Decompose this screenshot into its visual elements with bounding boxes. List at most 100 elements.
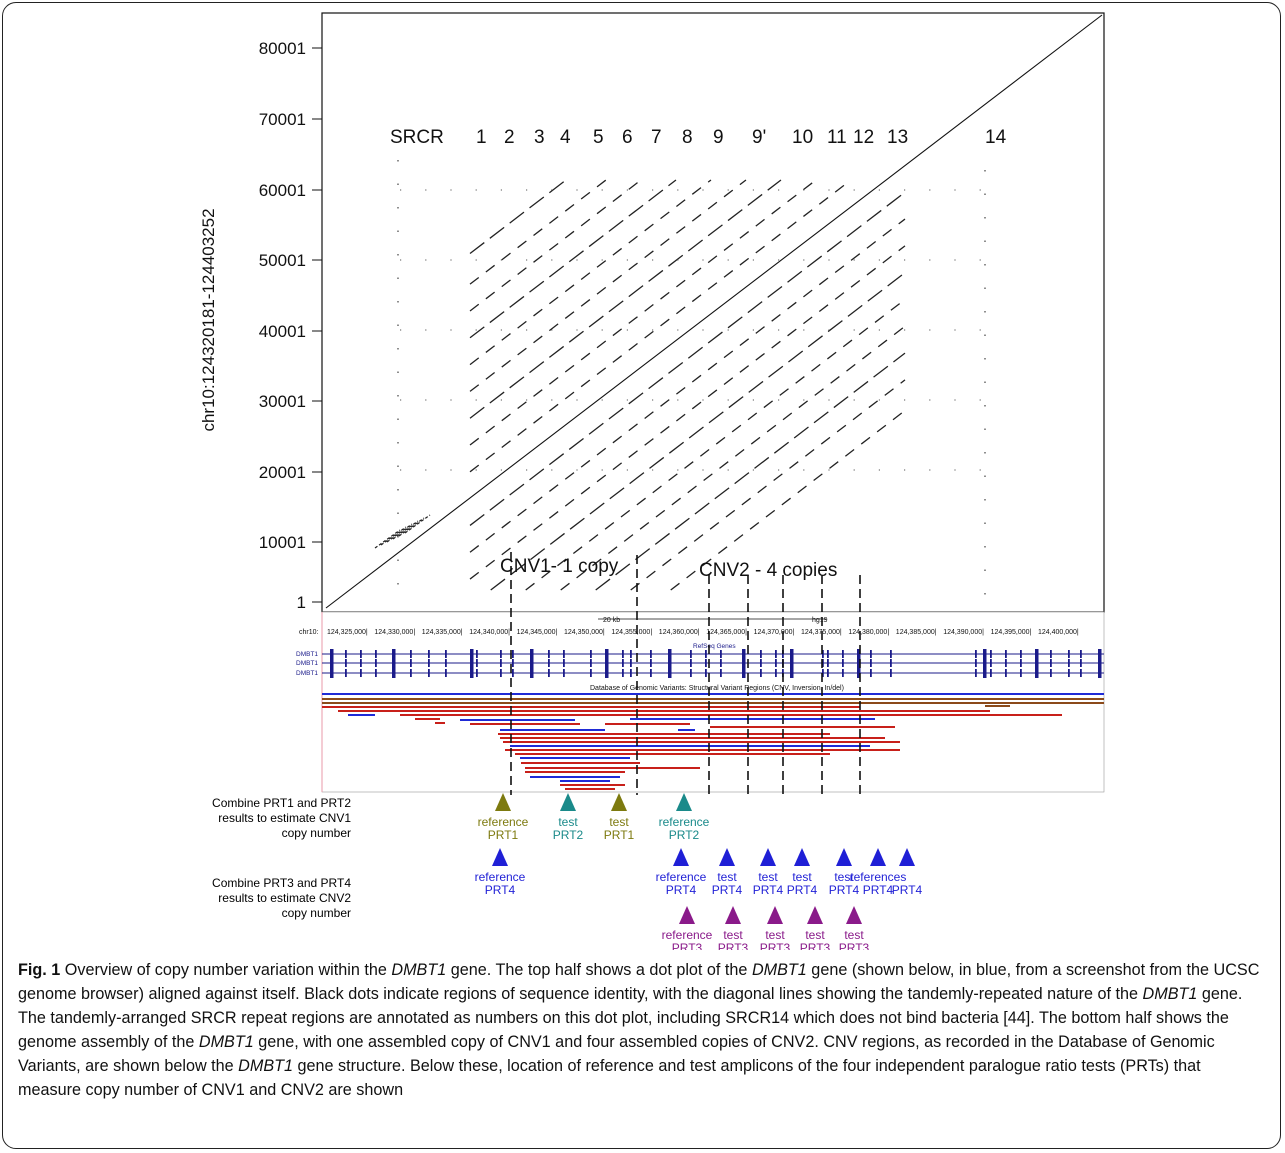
exon-block (563, 650, 565, 658)
exon-block (1020, 669, 1022, 677)
exon-block (1080, 659, 1082, 667)
exon-block (975, 669, 977, 677)
exon-block (1050, 659, 1052, 667)
cluster-dot (374, 529, 401, 549)
prt-marker-label: test (758, 870, 778, 884)
repeat-diagonal (670, 410, 906, 591)
exon-block (512, 669, 514, 677)
exon-block (842, 659, 844, 667)
repeat-diagonal (560, 325, 906, 591)
prt-marker-label: reference (659, 815, 710, 829)
exon-block (690, 669, 692, 677)
exon-block (1098, 658, 1102, 668)
exon-block (1020, 650, 1022, 658)
y-tick-label: 50001 (259, 251, 306, 270)
exon-block (775, 669, 777, 677)
exon-block (410, 659, 412, 667)
exon-block (622, 650, 624, 658)
coord-label: 124,350,000| (564, 629, 605, 636)
figure-graphic: 80001 70001 60001 50001 40001 30001 20001 10001… (199, 12, 1105, 950)
y-tick-label: 1 (297, 593, 306, 612)
prt-marker-label: test (792, 870, 812, 884)
prt-triangle-marker (807, 906, 823, 924)
repeat-diagonal (469, 179, 712, 366)
cluster-dot (398, 517, 425, 537)
cluster-dot (386, 523, 413, 543)
prt-marker-name: PRT4 (712, 883, 743, 897)
cluster-dot (380, 526, 407, 546)
prt-triangle-marker (794, 848, 810, 866)
cnv-dashed-lines (510, 552, 861, 795)
exon-block (1035, 668, 1039, 678)
exon-block (445, 669, 447, 677)
coord-label: 124,355,000| (611, 629, 652, 636)
row1-desc-3: copy number (282, 826, 351, 840)
exon-block (842, 669, 844, 677)
row1-desc-1: Combine PRT1 and PRT2 (212, 796, 351, 810)
repeat-diagonal (469, 179, 677, 339)
srcr-labels: SRCR 1 2 3 4 5 6 7 8 9 9' 10 11 12 13 14 (390, 127, 1007, 148)
exon-block (1020, 659, 1022, 667)
gene-label: DMBT1 (296, 651, 318, 658)
caption-gene-2: DMBT1 (751, 961, 807, 979)
exon-block (630, 669, 632, 677)
coord-label: 124,395,000| (991, 629, 1032, 636)
exon-block (630, 659, 632, 667)
exon-block (690, 650, 692, 658)
coord-label: 124,345,000| (517, 629, 558, 636)
exon-block (345, 669, 347, 677)
srcr-label: 6 (622, 127, 633, 148)
srcr-label: 3 (534, 127, 545, 148)
caption-fig-label: Fig. 1 (18, 961, 61, 979)
exon-block (476, 669, 478, 677)
exon-block (500, 650, 502, 658)
coord-label: 124,335,000| (422, 629, 463, 636)
prt-marker-label: test (834, 870, 854, 884)
repeat-diagonal (469, 245, 906, 580)
exon-block (1068, 650, 1070, 658)
exon-block (360, 669, 362, 677)
exon-block (548, 659, 550, 667)
row2-desc-1: Combine PRT3 and PRT4 (212, 876, 351, 890)
prt-marker-label: test (805, 928, 825, 942)
exon-block (650, 650, 652, 658)
prt-marker-name: PRT4 (863, 883, 894, 897)
exon-block (1005, 650, 1007, 658)
row2-desc-2: results to estimate CNV2 (218, 891, 351, 905)
exon-block (330, 668, 334, 678)
assembly-label: hg19 (812, 617, 828, 624)
prt-triangle-marker (679, 906, 695, 924)
exon-block (857, 658, 861, 668)
exon-block (742, 668, 746, 678)
y-tick-label: 70001 (259, 110, 306, 129)
prt-marker-name: PRT1 (604, 828, 635, 842)
exon-block (470, 658, 474, 668)
repeat-diagonal (469, 179, 747, 392)
coord-label: 124,325,000| (327, 629, 368, 636)
coord-label: 124,400,000| (1038, 629, 1079, 636)
exon-block (857, 649, 861, 659)
exon-block (760, 650, 762, 658)
y-tick-label: 60001 (259, 181, 306, 200)
prt-triangle-marker (676, 793, 692, 811)
prt-marker-label: test (717, 870, 737, 884)
exon-block (1035, 658, 1039, 668)
cnv1-label: CNV1- 1 copy (500, 556, 619, 577)
exon-block (548, 650, 550, 658)
srcr-label: 2 (504, 127, 515, 148)
exon-block (1035, 649, 1039, 659)
srcr-label: 9' (752, 127, 766, 148)
exon-block (1080, 650, 1082, 658)
exon-block (1080, 669, 1082, 677)
srcr-label: 10 (792, 127, 813, 148)
caption-gene-1: DMBT1 (391, 961, 447, 979)
prt-marker-name: PRT3 (800, 941, 831, 950)
dgv-label: Database of Genomic Variants: Structural… (590, 685, 844, 692)
coord-label: 124,390,000| (943, 629, 984, 636)
prt-marker-label: test (765, 928, 785, 942)
figure-caption: Fig. 1 Overview of copy number variation… (18, 958, 1268, 1102)
y-tick-label: 40001 (259, 322, 306, 341)
coord-label: 124,380,000| (848, 629, 889, 636)
exon-block (990, 659, 992, 667)
